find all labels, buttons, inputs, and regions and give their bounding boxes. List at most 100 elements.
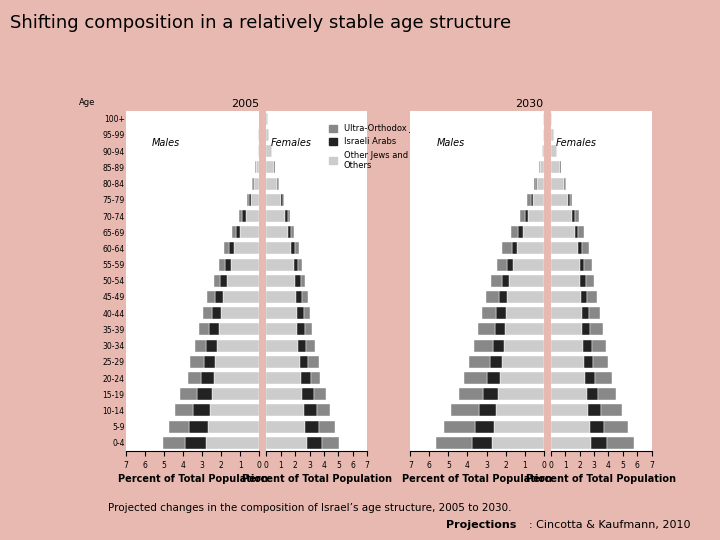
Bar	[507, 259, 513, 271]
Bar	[502, 356, 544, 368]
Bar	[229, 242, 235, 254]
Bar	[295, 242, 299, 254]
Bar	[266, 437, 307, 449]
Bar	[174, 404, 193, 416]
Bar	[180, 388, 197, 400]
Bar	[531, 194, 533, 206]
Bar	[578, 226, 584, 238]
Bar	[542, 145, 544, 157]
Text: Females: Females	[271, 138, 312, 148]
Bar	[482, 307, 496, 319]
Bar	[551, 404, 588, 416]
Text: 2005: 2005	[231, 98, 259, 109]
Bar	[513, 259, 544, 271]
Bar	[472, 437, 492, 449]
Bar	[311, 372, 320, 384]
Bar	[551, 194, 568, 206]
Bar	[528, 194, 531, 206]
Bar	[490, 356, 502, 368]
Bar	[469, 356, 490, 368]
Bar	[591, 437, 607, 449]
Bar	[266, 113, 268, 125]
Text: Projected changes in the composition of Israel’s age structure, 2005 to 2030.: Projected changes in the composition of …	[108, 503, 511, 514]
Bar	[585, 372, 595, 384]
Bar	[266, 161, 274, 173]
Bar	[500, 372, 544, 384]
Bar	[581, 291, 588, 303]
Bar	[486, 291, 499, 303]
Bar	[584, 259, 592, 271]
Bar	[582, 307, 589, 319]
Bar	[253, 178, 254, 190]
Bar	[221, 307, 259, 319]
Bar	[203, 307, 212, 319]
X-axis label: Percent of Total Population: Percent of Total Population	[402, 474, 552, 484]
Bar	[232, 226, 236, 238]
Bar	[320, 421, 335, 433]
Bar	[266, 340, 298, 352]
Text: 2030: 2030	[516, 98, 544, 109]
Bar	[511, 226, 518, 238]
Bar	[505, 307, 544, 319]
Bar	[551, 210, 572, 222]
Bar	[214, 275, 220, 287]
Bar	[215, 291, 223, 303]
Bar	[540, 161, 544, 173]
Bar	[474, 340, 492, 352]
Bar	[236, 226, 240, 238]
Bar	[580, 275, 586, 287]
Bar	[494, 421, 544, 433]
Bar	[304, 404, 317, 416]
Bar	[240, 226, 259, 238]
Bar	[436, 437, 472, 449]
Bar	[266, 145, 272, 157]
Bar	[495, 323, 505, 335]
Bar	[230, 259, 259, 271]
Bar	[580, 259, 584, 271]
Bar	[459, 388, 483, 400]
Bar	[291, 226, 294, 238]
Bar	[256, 161, 259, 173]
Bar	[551, 372, 585, 384]
Bar	[300, 356, 308, 368]
Bar	[589, 307, 600, 319]
Bar	[534, 178, 536, 190]
Bar	[235, 242, 259, 254]
Bar	[298, 340, 307, 352]
Bar	[258, 129, 259, 141]
Bar	[223, 291, 259, 303]
Bar	[204, 356, 215, 368]
Bar	[291, 242, 295, 254]
Bar	[487, 372, 500, 384]
Bar	[220, 323, 259, 335]
Bar	[551, 356, 584, 368]
Bar	[568, 194, 570, 206]
Bar	[551, 242, 578, 254]
Bar	[185, 437, 206, 449]
Text: Shifting composition in a relatively stable age structure: Shifting composition in a relatively sta…	[10, 14, 511, 31]
Bar	[266, 388, 302, 400]
Bar	[525, 210, 528, 222]
Bar	[301, 372, 311, 384]
Bar	[225, 259, 230, 271]
Bar	[212, 388, 259, 400]
Bar	[595, 372, 612, 384]
Bar	[189, 421, 208, 433]
Bar	[551, 291, 581, 303]
Bar	[590, 323, 603, 335]
Bar	[266, 242, 291, 254]
Bar	[509, 275, 544, 287]
Bar	[584, 356, 593, 368]
Text: : Cincotta & Kaufmann, 2010: : Cincotta & Kaufmann, 2010	[529, 520, 690, 530]
Bar	[197, 388, 212, 400]
Bar	[298, 259, 302, 271]
Bar	[210, 404, 259, 416]
Bar	[590, 421, 604, 433]
X-axis label: Percent of Total Population: Percent of Total Population	[242, 474, 392, 484]
Bar	[551, 226, 575, 238]
Bar	[266, 259, 294, 271]
Bar	[551, 307, 582, 319]
Bar	[305, 323, 312, 335]
Bar	[575, 226, 578, 238]
Bar	[520, 210, 525, 222]
